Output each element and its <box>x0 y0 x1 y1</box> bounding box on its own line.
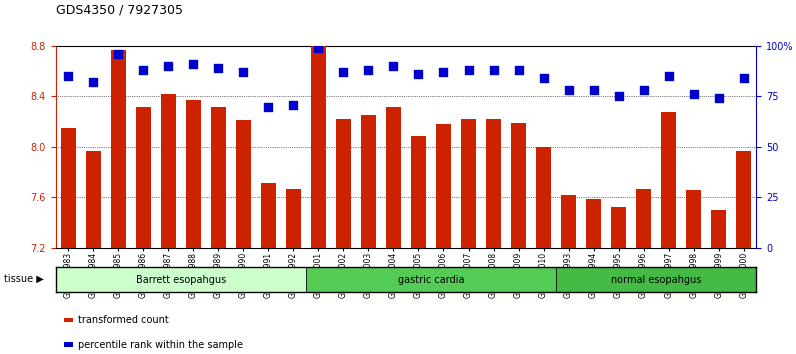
Bar <box>336 119 351 248</box>
Bar <box>561 195 576 248</box>
Bar <box>86 151 101 248</box>
Bar <box>236 120 251 248</box>
Bar <box>261 183 276 248</box>
Point <box>737 75 750 81</box>
Bar <box>211 107 226 248</box>
Point <box>462 67 475 73</box>
Bar <box>306 267 556 292</box>
Point <box>612 94 625 99</box>
Point <box>587 87 600 93</box>
Bar <box>56 267 306 292</box>
Bar <box>386 107 401 248</box>
Point <box>687 92 700 97</box>
Text: normal esopahgus: normal esopahgus <box>611 275 701 285</box>
Bar <box>661 112 676 248</box>
Bar <box>736 151 751 248</box>
Bar <box>185 100 201 248</box>
Bar <box>361 115 376 248</box>
Bar <box>60 128 76 248</box>
Bar <box>136 107 150 248</box>
Point <box>212 65 224 71</box>
Text: tissue ▶: tissue ▶ <box>4 274 44 284</box>
Bar <box>486 119 501 248</box>
Point <box>337 69 349 75</box>
Point <box>187 61 200 67</box>
Bar <box>636 189 651 248</box>
Point <box>437 69 450 75</box>
Point <box>87 80 100 85</box>
Point <box>137 67 150 73</box>
Bar <box>111 50 126 248</box>
Point <box>312 45 325 51</box>
Bar <box>286 189 301 248</box>
Bar <box>411 136 426 248</box>
Point <box>638 87 650 93</box>
Point <box>562 87 575 93</box>
Point <box>112 51 125 57</box>
Bar <box>311 46 326 248</box>
Bar <box>686 190 701 248</box>
Point <box>362 67 375 73</box>
Bar <box>586 199 601 248</box>
Point <box>412 72 425 77</box>
Point <box>162 63 174 69</box>
Bar <box>436 124 451 248</box>
Bar <box>556 267 756 292</box>
Point <box>712 96 725 101</box>
Point <box>237 69 250 75</box>
Point <box>512 67 525 73</box>
Point <box>487 67 500 73</box>
Bar <box>461 119 476 248</box>
Text: transformed count: transformed count <box>78 315 169 325</box>
Bar <box>511 123 526 248</box>
Text: Barrett esopahgus: Barrett esopahgus <box>135 275 226 285</box>
Bar <box>611 207 626 248</box>
Point <box>662 74 675 79</box>
Point <box>262 104 275 109</box>
Bar <box>536 147 551 248</box>
Point <box>387 63 400 69</box>
Bar <box>711 210 726 248</box>
Bar <box>161 94 176 248</box>
Point <box>62 74 75 79</box>
Point <box>537 75 550 81</box>
Text: gastric cardia: gastric cardia <box>398 275 464 285</box>
Point <box>287 102 300 107</box>
Text: GDS4350 / 7927305: GDS4350 / 7927305 <box>56 4 183 17</box>
Text: percentile rank within the sample: percentile rank within the sample <box>78 339 243 350</box>
